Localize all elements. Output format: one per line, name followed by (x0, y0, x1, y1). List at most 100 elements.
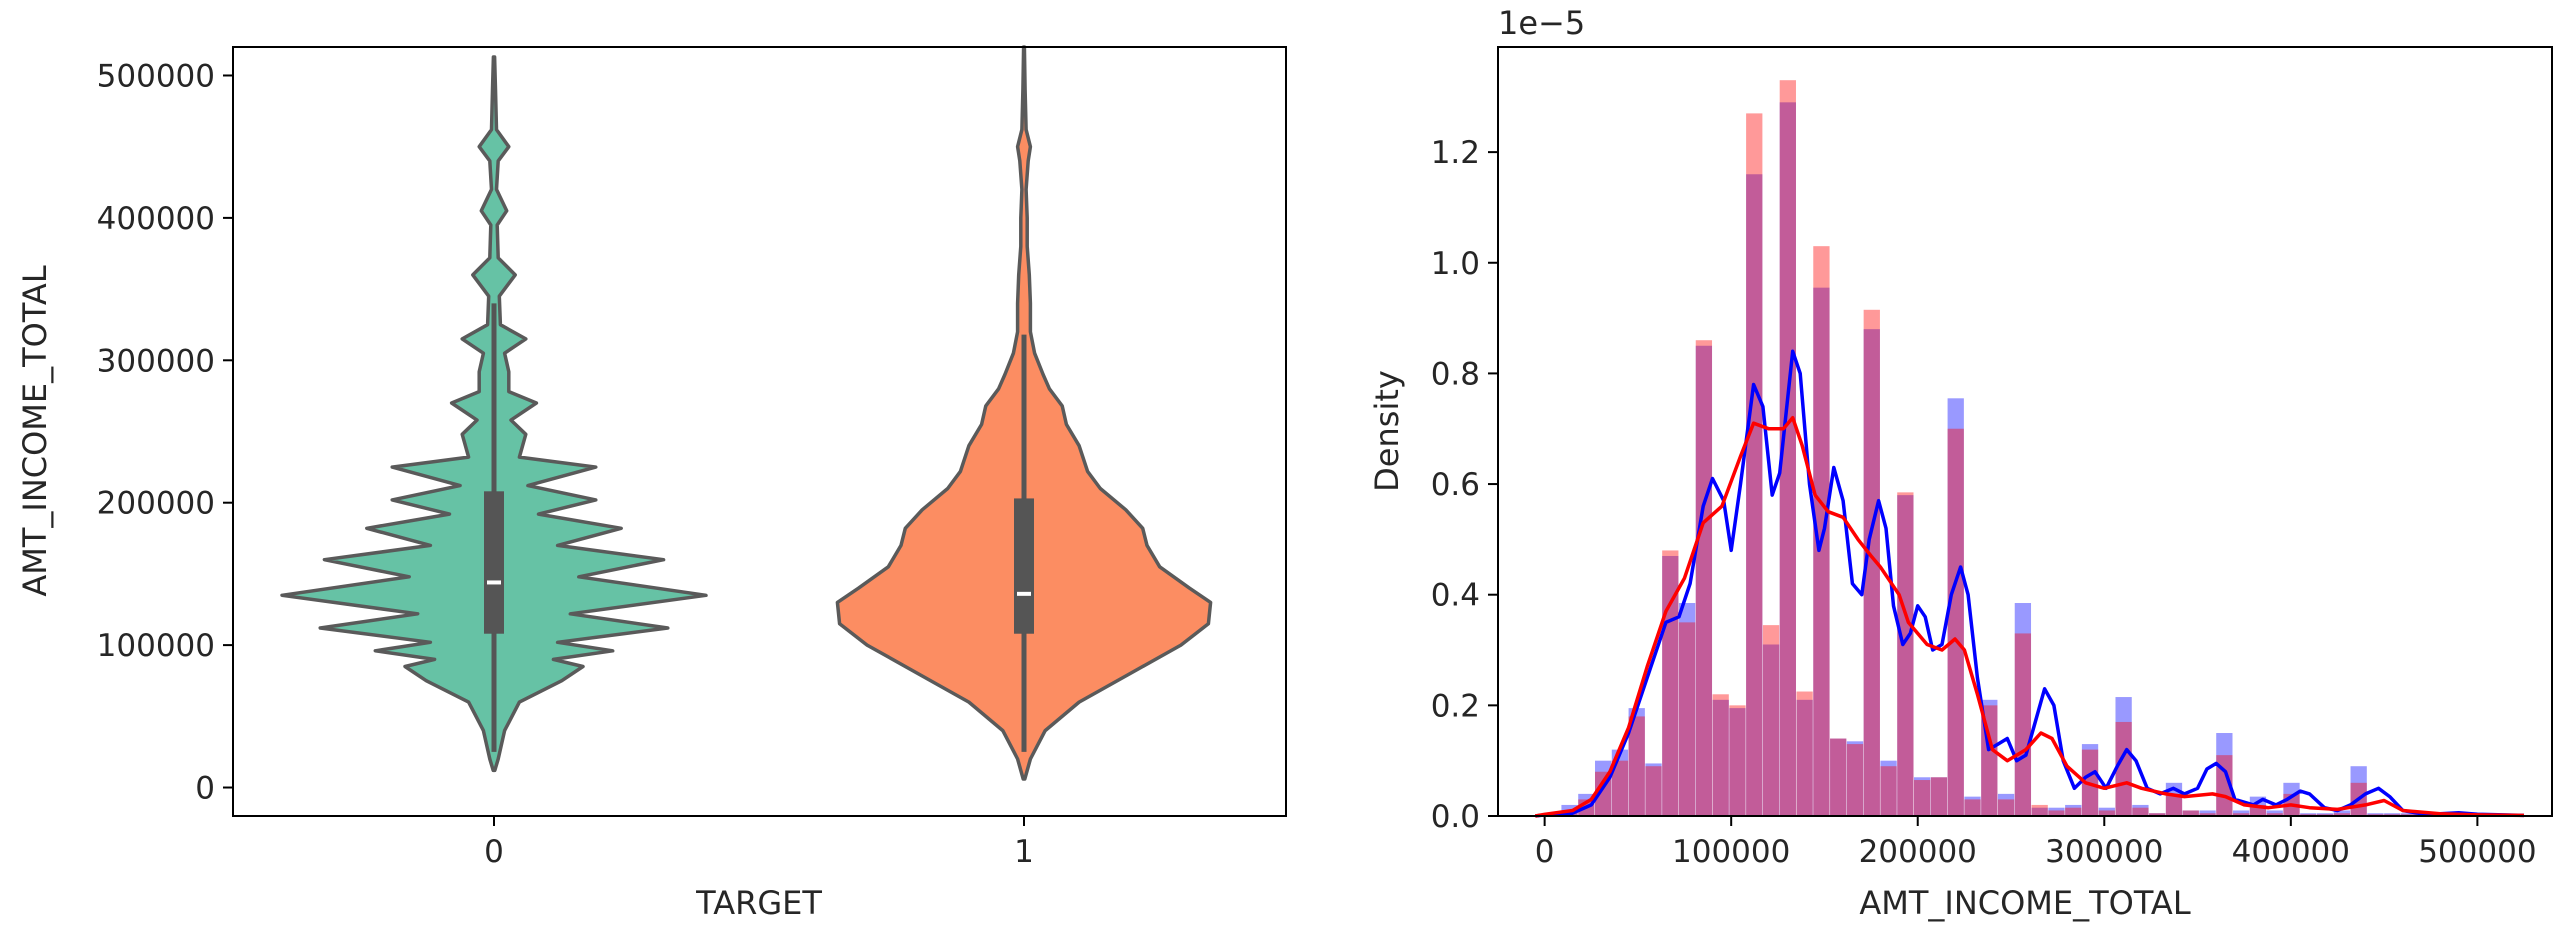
kde-line (1535, 349, 2525, 818)
histogram-bar (1897, 492, 1914, 816)
violin-plot-frame (232, 46, 1287, 817)
histogram-bar (2300, 813, 2317, 816)
histogram-bar (2149, 813, 2166, 816)
histogram-x-ticks: 0 100000 200000 300000 400000 500000 (1535, 816, 2537, 870)
histogram-bar (2316, 813, 2334, 816)
histogram-plot-frame (1497, 46, 2553, 817)
histogram-bar (2333, 810, 2351, 816)
histogram-bar (2014, 603, 2032, 816)
histogram-x-tick-label: 500000 (2418, 834, 2536, 870)
histogram-bar (1846, 741, 1864, 816)
histogram-y-tick-label: 1.2 (1431, 135, 1480, 171)
histogram-bar (1997, 793, 2015, 816)
histogram-bar (1846, 744, 1864, 816)
histogram-bar (1729, 708, 1746, 816)
histogram-x-tick-label: 400000 (2232, 834, 2350, 870)
histogram-bars (1544, 80, 2468, 817)
histogram-bar (2233, 810, 2250, 816)
histogram-bar (1930, 777, 1948, 816)
histogram-bar (2132, 804, 2149, 816)
histogram-bar (1796, 691, 1813, 816)
kde-line (1534, 415, 2525, 818)
histogram-bar (1813, 287, 1830, 816)
histogram-bar (2115, 721, 2132, 816)
histogram-bar (1762, 625, 1780, 816)
histogram-y-ticks: 0.0 0.2 0.4 0.6 0.8 1.0 1.2 (1431, 135, 1498, 835)
histogram-bar (1796, 699, 1813, 816)
violins (280, 45, 1213, 781)
histogram-bar (1914, 780, 1931, 816)
violin-y-tick-label: 400000 (97, 201, 215, 237)
histogram-bar (1712, 694, 1729, 816)
kde-lines (1534, 349, 2525, 818)
violin-y-tick-label: 100000 (97, 628, 215, 664)
histogram-y-tick-label: 0.6 (1431, 467, 1480, 503)
histogram-bar (2081, 744, 2099, 816)
histogram-bar (1645, 763, 1662, 816)
histogram-bar (1830, 738, 1847, 816)
histogram-x-tick-label: 100000 (1672, 834, 1790, 870)
histogram-bar (2098, 810, 2115, 816)
histogram-bar (2014, 633, 2032, 816)
histogram-bar (1678, 622, 1696, 816)
histogram-bar (2266, 810, 2283, 816)
histogram-bar (1964, 796, 1981, 816)
histogram-bar (1779, 102, 1796, 817)
histogram-y-tick-label: 0.4 (1431, 578, 1480, 614)
violin-y-tick-label: 200000 (97, 486, 215, 522)
histogram-bar (1628, 708, 1645, 816)
histogram-bar (2199, 810, 2216, 816)
violin-y-tick-label: 500000 (97, 58, 215, 94)
histogram-x-tick-label: 200000 (1859, 834, 1977, 870)
histogram-bar (2182, 810, 2199, 816)
histogram-bar (1880, 760, 1897, 816)
histogram-bar (1997, 799, 2015, 816)
histogram-bar (1947, 398, 1964, 816)
histogram-bar (2048, 807, 2065, 816)
histogram-bar (2165, 793, 2183, 816)
histogram-bar (2400, 813, 2418, 816)
histogram-bar (1645, 766, 1662, 816)
histogram-bar (2367, 813, 2384, 816)
histogram-y-axis-label: Density (1368, 370, 1406, 492)
histogram-bar (2149, 813, 2166, 816)
histogram-bar (2384, 813, 2401, 816)
histogram-bar (2031, 804, 2048, 816)
histogram-bar (1830, 738, 1847, 816)
histogram-bar (1662, 550, 1679, 816)
histogram-bar (2216, 755, 2233, 816)
histogram-y-tick-label: 1.0 (1431, 246, 1480, 282)
histogram-bar (1897, 495, 1914, 816)
histogram-bar (1863, 329, 1880, 816)
histogram-bar (2031, 807, 2048, 816)
histogram-bar (1863, 309, 1880, 816)
violin-iqr-box-1 (1014, 498, 1034, 634)
histogram-y-tick-label: 0.0 (1431, 799, 1480, 835)
histogram-x-tick-label: 300000 (2045, 834, 2163, 870)
histogram-x-axis-label: AMT_INCOME_TOTAL (1859, 884, 2190, 922)
histogram-bar (2266, 813, 2283, 816)
histogram-bar (1914, 777, 1931, 816)
histogram-bar (1628, 716, 1645, 816)
violin-x-tick-label: 0 (484, 834, 504, 870)
violin-y-tick-label: 300000 (97, 343, 215, 379)
histogram-x-tick-label: 0 (1535, 834, 1555, 870)
histogram-y-tick-label: 0.2 (1431, 688, 1480, 724)
histogram-plot: 0 100000 200000 300000 400000 500000 0.0 0.2 0.… (1368, 4, 2553, 922)
histogram-bar (2132, 807, 2149, 816)
histogram-bar (1712, 699, 1729, 816)
histogram-bar (2048, 810, 2065, 816)
histogram-bar (1695, 345, 1713, 816)
histogram-bar (1611, 760, 1629, 816)
violin-y-ticks: 0 100000 200000 300000 400000 500000 (97, 58, 233, 807)
histogram-bar (2065, 807, 2082, 816)
histogram-bar (2098, 807, 2115, 816)
histogram-bar (2333, 813, 2351, 816)
histogram-bar (1729, 705, 1746, 816)
histogram-bar (1762, 644, 1780, 816)
histogram-bar (2199, 813, 2216, 816)
violin-y-tick-label: 0 (195, 771, 215, 807)
